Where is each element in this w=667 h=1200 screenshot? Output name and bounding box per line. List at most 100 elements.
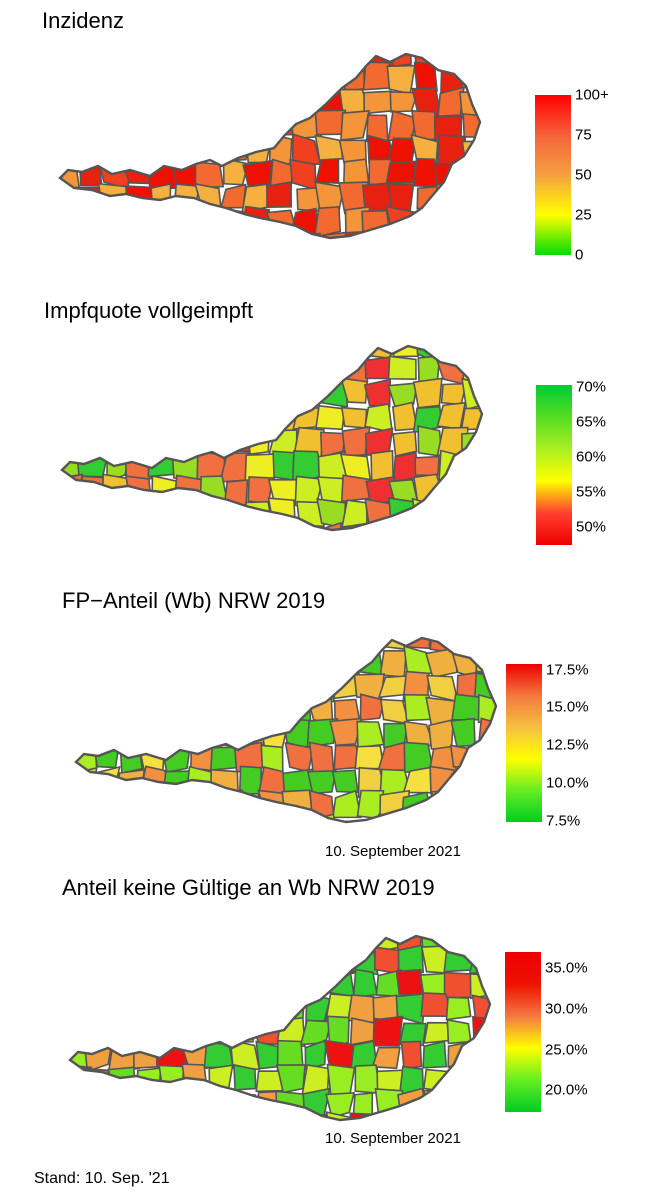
district-region: [110, 992, 140, 1024]
district-region: [251, 936, 281, 951]
district-region: [266, 181, 293, 208]
district-region: [462, 157, 480, 189]
district-region: [172, 206, 203, 236]
district-region: [172, 428, 203, 459]
district-region: [185, 638, 217, 654]
district-region: [142, 638, 170, 654]
district-region: [145, 61, 177, 94]
legend-keine-gueltige: 35.0% 30.0% 25.0% 20.0%: [505, 952, 588, 1112]
district-region: [461, 229, 480, 238]
district-region: [183, 1111, 208, 1120]
district-region: [160, 1021, 189, 1049]
district-region: [212, 638, 238, 653]
district-region: [422, 1040, 448, 1069]
district-region: [235, 693, 263, 725]
panel-fp-anteil: FP−Anteil (Wb) NRW 2019 17.5% 15.0% 12.5…: [0, 580, 667, 870]
district-region: [136, 945, 163, 974]
district-region: [392, 430, 418, 458]
footer-stand: Stand: 10. Sep. '21: [34, 1170, 170, 1187]
district-region: [98, 63, 130, 94]
district-region: [149, 403, 179, 436]
district-region: [93, 792, 119, 822]
district-region: [318, 353, 345, 384]
district-region: [484, 236, 510, 260]
district-region: [461, 206, 480, 237]
district-region: [447, 1090, 476, 1117]
district-region: [220, 377, 249, 408]
district-region: [252, 991, 284, 1020]
district-region: [109, 1087, 137, 1120]
district-region: [141, 815, 170, 822]
district-region: [195, 401, 227, 435]
district-region: [257, 818, 289, 822]
district-region: [234, 816, 265, 822]
district-region: [123, 61, 151, 91]
legend-colorbar: [536, 385, 572, 545]
district-region: [477, 638, 496, 653]
district-region: [186, 672, 218, 701]
district-region: [161, 967, 184, 999]
district-region: [75, 85, 106, 118]
legend-tick: 7.5%: [546, 812, 581, 830]
district-region: [414, 230, 442, 238]
district-region: [371, 1046, 401, 1070]
district-region: [352, 968, 378, 999]
district-region: [109, 973, 135, 1000]
district-region: [195, 54, 225, 71]
district-region: [282, 638, 308, 649]
district-region: [243, 346, 275, 362]
district-region: [361, 209, 392, 238]
district-region: [121, 207, 151, 236]
austria-map-keine-gueltige: [68, 934, 492, 1122]
district-region: [306, 770, 337, 795]
district-region: [99, 402, 130, 431]
district-region: [341, 426, 371, 457]
district-region: [268, 346, 298, 359]
legend-tick: 60%: [576, 448, 607, 466]
district-region: [115, 697, 145, 727]
district-region: [75, 133, 105, 163]
district-region: [139, 720, 170, 750]
district-region: [171, 521, 205, 530]
district-region: [101, 473, 129, 506]
district-region: [172, 54, 197, 70]
panel-keine-gueltige: Anteil keine Gültige an Wb NRW 2019 35.0…: [0, 870, 667, 1160]
district-region: [121, 54, 152, 71]
district-region: [85, 1114, 114, 1120]
map-title: Anteil keine Gültige an Wb NRW 2019: [62, 875, 435, 900]
legend-tick: 17.5%: [546, 661, 589, 679]
district-region: [397, 944, 425, 974]
legend-tick: 75: [575, 126, 592, 144]
district-region: [459, 181, 480, 214]
district-region: [233, 1063, 257, 1091]
district-region: [101, 524, 129, 530]
district-region: [288, 645, 314, 677]
district-region: [141, 694, 171, 722]
legend-tick: 50: [575, 166, 592, 184]
district-region: [201, 356, 228, 387]
legend-tick: 65%: [576, 413, 607, 431]
district-region: [219, 183, 247, 209]
district-region: [365, 523, 397, 530]
district-region: [423, 1021, 450, 1044]
district-region: [148, 54, 179, 70]
district-region: [135, 936, 162, 950]
legend-impfquote: 70% 65% 60% 55% 50%: [536, 379, 606, 545]
district-region: [391, 401, 419, 432]
district-region: [217, 230, 251, 238]
district-region: [77, 526, 109, 530]
district-region: [162, 693, 193, 725]
district-region: [470, 1115, 490, 1120]
district-region: [101, 377, 133, 410]
district-region: [179, 1090, 210, 1119]
district-region: [210, 717, 240, 748]
district-region: [125, 428, 157, 459]
district-region: [92, 765, 121, 796]
district-region: [150, 113, 177, 141]
district-region: [79, 498, 108, 528]
district-region: [169, 133, 202, 166]
district-region: [395, 968, 423, 998]
district-region: [474, 813, 496, 822]
district-region: [109, 1115, 141, 1120]
district-region: [124, 521, 151, 530]
